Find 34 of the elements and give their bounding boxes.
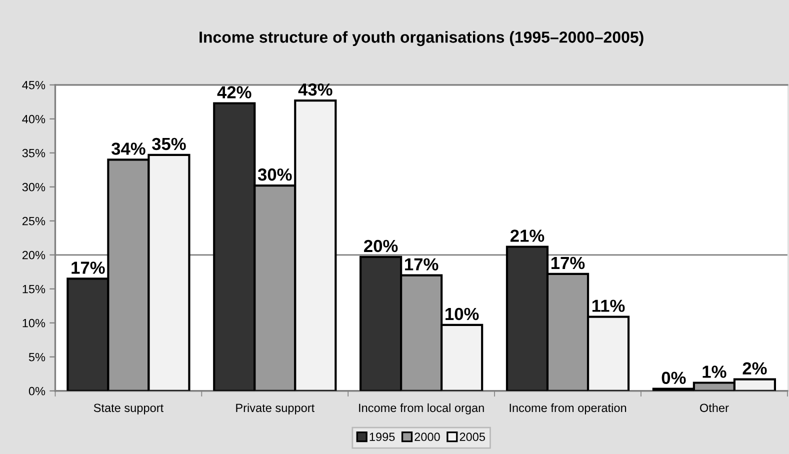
data-label: 17% (551, 256, 585, 270)
data-label: 34% (111, 142, 146, 155)
y-tick-label: 30% (22, 182, 46, 192)
x-tick-label: Income from operation (510, 403, 626, 414)
data-label: 42% (217, 86, 252, 98)
data-label: 35% (152, 138, 186, 150)
data-label: 30% (258, 168, 292, 181)
y-tick-label: 45% (22, 80, 46, 90)
data-label: 2% (742, 362, 767, 374)
data-label: 10% (446, 308, 479, 320)
legend-label: 2000 (414, 432, 440, 442)
y-tick-label: 25% (22, 216, 46, 226)
legend-label: 2005 (460, 432, 486, 442)
data-label: 17% (405, 258, 438, 270)
data-label: 17% (72, 262, 105, 274)
y-tick-label: 35% (22, 148, 46, 158)
x-tick-label: Other (700, 403, 729, 412)
data-label: 0% (662, 372, 686, 384)
y-tick-label: 10% (22, 318, 46, 328)
y-tick-label: 15% (22, 284, 46, 294)
y-tick-label: 20% (22, 250, 46, 260)
x-tick-label: Private support (236, 403, 315, 414)
data-label: 1% (702, 366, 726, 378)
y-tick-label: 40% (22, 114, 46, 124)
data-label: 11% (592, 300, 625, 312)
x-tick-label: Income from local organ (359, 403, 484, 414)
y-tick-label: 5% (28, 352, 46, 362)
legend-label: 1995 (370, 432, 395, 442)
data-label: 21% (510, 230, 544, 242)
data-label: 43% (298, 83, 332, 96)
chart-title: Income structure of youth organisations (1995–2000–2005) (200, 31, 644, 46)
y-tick-label: 0% (28, 386, 46, 396)
x-tick-label: State support (94, 404, 164, 414)
data-label: 20% (364, 240, 398, 252)
